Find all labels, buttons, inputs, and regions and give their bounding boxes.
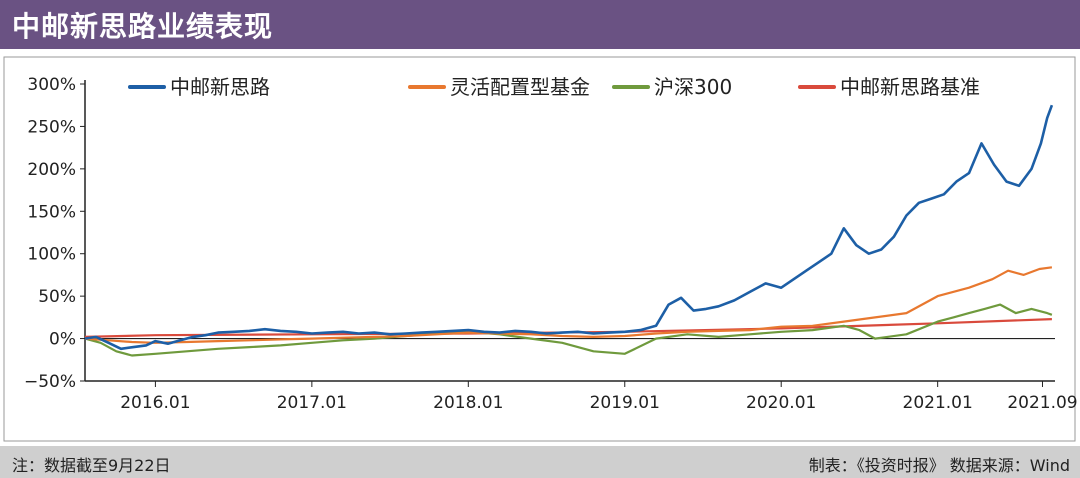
footer-source: 制表：《投资时报》 数据来源：Wind — [808, 456, 1070, 475]
y-tick-label: 50% — [38, 287, 76, 307]
chart-frame — [3, 56, 1076, 442]
footer-note: 注：数据截至9月22日 — [12, 456, 171, 475]
legend-label: 沪深300 — [654, 75, 732, 99]
legend-label: 中邮新思路基准 — [840, 75, 980, 99]
y-tick-label: 0% — [49, 330, 76, 350]
y-tick-label: 300% — [27, 75, 76, 95]
x-tick-label: 2020.01 — [746, 393, 816, 413]
x-tick-label: 2018.01 — [433, 393, 503, 413]
y-tick-label: 100% — [27, 245, 76, 265]
x-tick-label: 2017.01 — [277, 393, 347, 413]
title-bar: 中邮新思路业绩表现 — [0, 0, 1080, 49]
legend-label: 中邮新思路 — [170, 75, 270, 99]
footer-bar: 注：数据截至9月22日 制表：《投资时报》 数据来源：Wind — [0, 446, 1080, 478]
y-tick-label: 250% — [27, 117, 76, 137]
y-tick-label: −50% — [24, 372, 76, 392]
legend-label: 灵活配置型基金 — [450, 75, 590, 99]
chart-area: −50% 0% 50% 100% 150% 200% 250% 300% 2016.01 201… — [0, 49, 1080, 446]
x-tick-label: 2016.01 — [120, 393, 190, 413]
y-tick-label: 200% — [27, 160, 76, 180]
series-line-1 — [84, 104, 1054, 351]
performance-line-chart: −50% 0% 50% 100% 150% 200% 250% 300% 2016.01 201… — [3, 56, 1078, 442]
x-tick-label: 2021.01 — [903, 393, 973, 413]
x-tick-label: 2021.09 — [1007, 393, 1077, 413]
x-tick-label: 2019.01 — [590, 393, 660, 413]
series-line-2 — [84, 266, 1053, 344]
series-line-3 — [84, 303, 1053, 357]
page-title: 中邮新思路业绩表现 — [12, 9, 274, 43]
y-tick-label: 150% — [27, 202, 76, 222]
